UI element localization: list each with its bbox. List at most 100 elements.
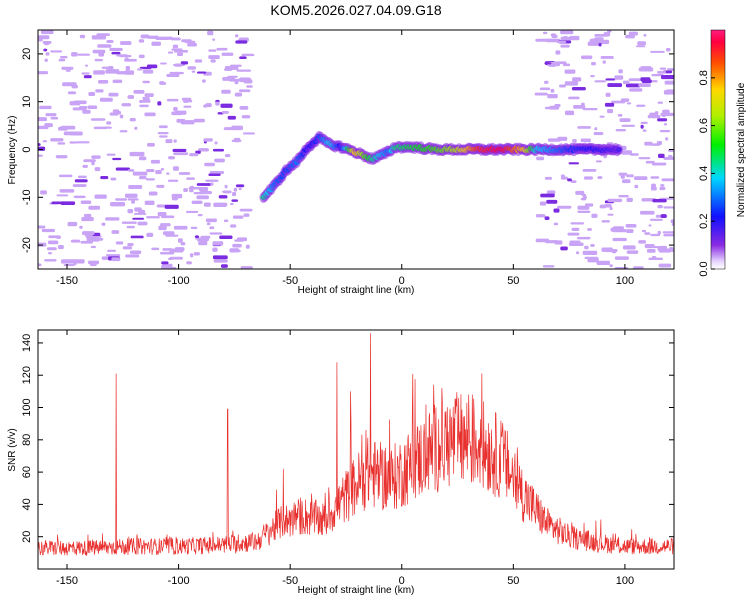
noise-speck [638, 157, 651, 160]
noise-speck [657, 101, 663, 104]
noise-speck [661, 74, 674, 80]
noise-speck [626, 250, 639, 254]
snr-ytick-label: 60 [21, 466, 33, 478]
snr-xtick-label: 100 [616, 575, 634, 587]
spectrogram-xlabel: Height of straight line (km) [298, 285, 415, 296]
noise-speck [180, 61, 189, 65]
noise-speck [614, 75, 624, 80]
noise-speck [91, 155, 101, 159]
noise-speck [229, 202, 234, 206]
noise-speck [569, 35, 580, 41]
noise-speck [63, 131, 75, 136]
noise-speck [160, 62, 167, 65]
noise-speck [115, 167, 131, 171]
noise-speck [129, 250, 142, 255]
noise-speck [637, 41, 647, 46]
snr-xtick-label: 0 [399, 575, 405, 587]
noise-speck [658, 248, 672, 253]
noise-speck [161, 261, 169, 265]
noise-speck [172, 166, 179, 171]
noise-speck [38, 35, 50, 40]
noise-speck [595, 160, 602, 163]
noise-speck [212, 241, 224, 246]
noise-speck [568, 162, 580, 165]
noise-speck [138, 54, 145, 59]
noise-speck [129, 151, 145, 157]
noise-speck [115, 241, 124, 245]
noise-speck [245, 244, 250, 249]
noise-speck [111, 51, 121, 55]
noise-speck [88, 260, 100, 265]
noise-speck [190, 226, 198, 229]
noise-speck [61, 66, 74, 70]
noise-speck [144, 93, 154, 98]
noise-speck [542, 265, 555, 268]
noise-speck [582, 250, 598, 255]
noise-speck [636, 45, 646, 48]
noise-speck [80, 200, 92, 204]
spectrogram-xtick-label: 0 [399, 275, 405, 287]
noise-speck [622, 245, 636, 250]
noise-speck [94, 58, 103, 62]
noise-speck [183, 188, 188, 193]
noise-speck [611, 249, 617, 254]
noise-speck [629, 88, 643, 92]
noise-speck [191, 200, 203, 205]
chart-title: KOM5.2026.027.04.09.G18 [270, 2, 441, 18]
noise-speck [216, 47, 228, 51]
noise-speck [659, 129, 671, 133]
noise-speck [203, 138, 213, 142]
noise-speck [50, 138, 64, 142]
noise-speck [625, 223, 637, 228]
noise-speck [212, 247, 218, 252]
noise-speck [594, 33, 608, 37]
noise-speck [146, 232, 154, 237]
noise-speck [666, 89, 674, 94]
noise-speck [160, 82, 167, 85]
spectrogram-ytick-label: 20 [21, 48, 33, 60]
noise-speck [139, 175, 147, 180]
noise-speck [607, 83, 623, 87]
noise-speck [77, 175, 87, 179]
noise-speck [593, 132, 604, 136]
noise-speck [88, 91, 96, 97]
noise-speck [100, 176, 109, 180]
noise-speck [38, 225, 46, 229]
noise-speck [87, 105, 98, 109]
noise-speck [208, 55, 220, 60]
noise-speck [589, 38, 593, 43]
noise-speck [633, 266, 644, 269]
noise-speck [74, 179, 88, 183]
noise-speck [601, 220, 610, 223]
noise-speck [42, 140, 48, 143]
noise-speck [232, 243, 242, 248]
noise-speck [60, 201, 76, 206]
noise-speck [641, 79, 652, 84]
noise-speck [663, 122, 667, 126]
noise-speck [222, 77, 235, 81]
noise-speck [626, 229, 634, 234]
spectrogram-ytick-label: -20 [21, 237, 33, 253]
noise-speck [667, 149, 674, 152]
snr-ytick-label: 80 [21, 434, 33, 446]
noise-speck [198, 148, 209, 152]
spectrogram-signal-track [259, 130, 623, 203]
noise-speck [137, 221, 148, 226]
noise-speck [187, 66, 197, 70]
noise-speck [564, 110, 575, 116]
noise-speck [203, 202, 211, 207]
spectrogram-xtick-label: 100 [616, 275, 634, 287]
noise-speck [641, 229, 647, 233]
noise-speck [93, 70, 105, 75]
snr-ytick-label: 20 [21, 531, 33, 543]
noise-speck [572, 77, 582, 82]
noise-speck [560, 246, 568, 251]
noise-speck [71, 84, 78, 89]
noise-speck [612, 237, 627, 242]
noise-speck [646, 249, 656, 253]
noise-speck [650, 50, 665, 53]
noise-speck [619, 118, 631, 122]
snr-xtick-label: -50 [282, 575, 298, 587]
noise-speck [194, 235, 200, 238]
noise-speck [539, 87, 551, 91]
